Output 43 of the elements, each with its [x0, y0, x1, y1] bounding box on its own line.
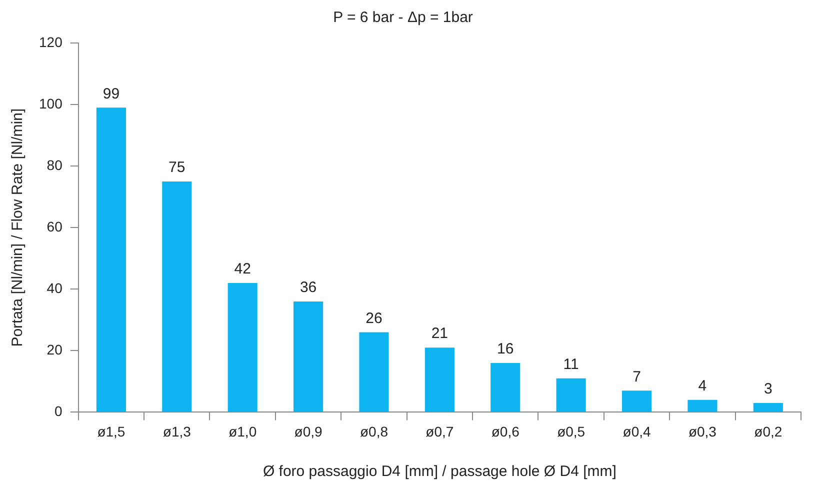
y-tick-label: 0: [54, 403, 63, 420]
y-tick-label: 40: [46, 280, 63, 296]
x-tick-label: ø0,4: [622, 423, 651, 440]
x-tick-label: ø1,5: [97, 423, 126, 440]
data-label: 42: [234, 260, 251, 278]
data-label: 75: [168, 159, 186, 176]
data-label: 99: [102, 85, 120, 102]
data-label: 36: [300, 279, 317, 296]
bar: [424, 348, 454, 412]
data-label: 7: [632, 368, 641, 386]
x-tick-label: ø0,7: [426, 423, 454, 440]
x-tick-label: ø0,5: [557, 423, 586, 440]
x-tick-label: ø0,2: [754, 423, 782, 440]
x-tick-label: ø0,3: [688, 423, 717, 440]
y-tick-label: 120: [39, 34, 63, 50]
y-tick-label: 20: [46, 342, 63, 358]
data-label: 3: [764, 380, 772, 398]
data-label: 26: [366, 310, 382, 327]
y-tick-label: 100: [39, 95, 63, 112]
chart-title: P = 6 bar - Δp = 1bar: [333, 9, 473, 26]
bar: [228, 282, 258, 412]
bar: [294, 301, 324, 412]
y-tick-label: 80: [46, 156, 63, 173]
bar: [622, 390, 652, 412]
bar: [490, 362, 520, 412]
y-axis-title: Portata [Nl/min] / Flow Rate [Nl/min]: [9, 108, 26, 347]
data-label: 21: [431, 325, 448, 342]
bar: [688, 400, 718, 412]
x-tick-label: ø0,9: [294, 423, 323, 440]
x-tick-label: ø0,6: [491, 423, 520, 440]
bar: [96, 108, 126, 412]
bar: [556, 378, 586, 412]
y-tick-label: 60: [46, 218, 63, 234]
data-label: 11: [563, 356, 579, 373]
bar: [359, 332, 389, 412]
x-axis-title: Ø foro passaggio D4 [mm] / passage hole Ø D4 [mm]: [262, 463, 616, 480]
data-label: 4: [698, 378, 707, 395]
x-tick-label: ø1,3: [162, 423, 192, 440]
data-label: 16: [497, 340, 514, 358]
x-tick-label: ø0,8: [360, 423, 388, 440]
bar: [753, 402, 783, 412]
x-tick-label: ø1,0: [228, 423, 257, 440]
bar: [162, 181, 192, 412]
